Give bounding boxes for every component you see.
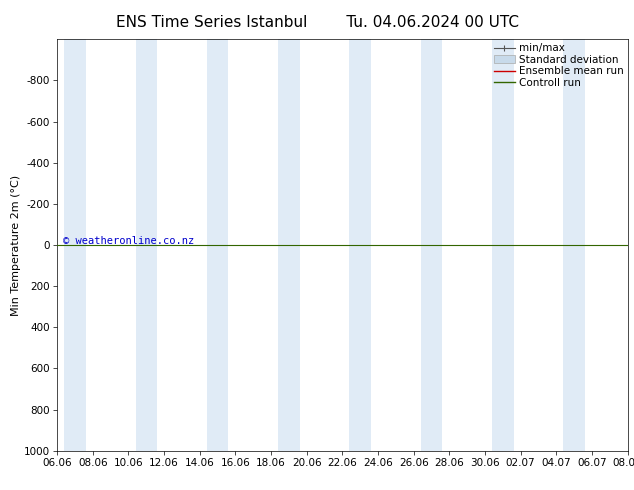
Bar (492, 39, 514, 451)
Text: © weatheronline.co.nz: © weatheronline.co.nz (63, 236, 194, 246)
Y-axis label: Min Temperature 2m (°C): Min Temperature 2m (°C) (11, 174, 21, 316)
Bar (278, 39, 299, 451)
Legend: min/max, Standard deviation, Ensemble mean run, Controll run: min/max, Standard deviation, Ensemble me… (491, 41, 626, 90)
Bar (64, 39, 86, 451)
Bar (207, 39, 228, 451)
Bar (136, 39, 157, 451)
Bar (564, 39, 585, 451)
Bar (421, 39, 443, 451)
Bar (349, 39, 371, 451)
Text: ENS Time Series Istanbul        Tu. 04.06.2024 00 UTC: ENS Time Series Istanbul Tu. 04.06.2024 … (115, 15, 519, 30)
